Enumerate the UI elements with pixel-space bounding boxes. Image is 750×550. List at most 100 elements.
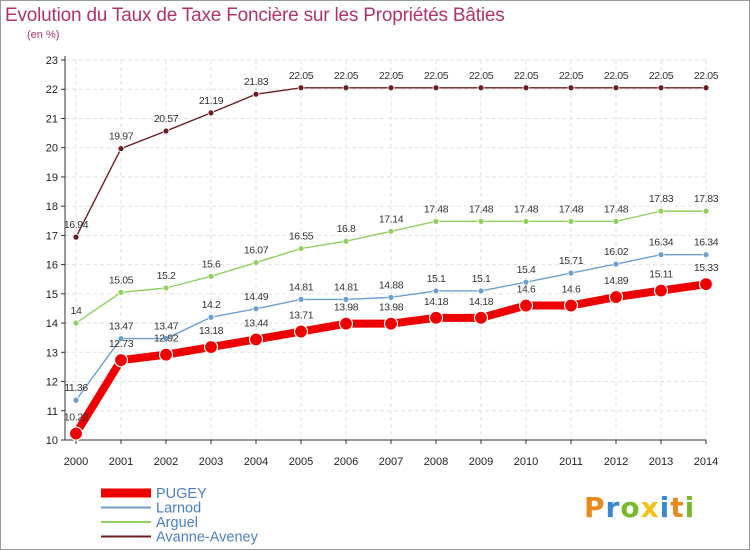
point-arguel	[702, 207, 710, 215]
point-arguel	[387, 227, 395, 235]
point-pugey	[563, 298, 579, 313]
point-arguel	[162, 284, 170, 292]
data-label-arguel: 17.48	[559, 203, 584, 215]
data-label-avanne-aveney: 22.05	[694, 70, 719, 82]
data-label-larnod: 14.81	[289, 281, 314, 293]
point-pugey	[113, 353, 129, 368]
x-tick-label: 2005	[289, 456, 313, 468]
data-label-larnod: 15.1	[427, 273, 446, 285]
x-tick-label: 2001	[109, 456, 133, 468]
data-label-pugey: 10.22	[64, 412, 89, 424]
x-tick-label: 2003	[199, 456, 223, 468]
point-pugey	[68, 426, 84, 441]
data-label-arguel: 15.2	[157, 270, 176, 282]
point-larnod	[657, 251, 665, 259]
data-label-pugey: 14.18	[469, 296, 494, 308]
data-label-pugey: 13.18	[199, 325, 224, 337]
y-tick-label: 15	[46, 289, 58, 301]
point-larnod	[342, 295, 350, 303]
data-label-arguel: 16.8	[337, 223, 356, 235]
logo-letter: o	[620, 491, 641, 524]
point-larnod	[387, 293, 395, 301]
point-pugey	[653, 283, 669, 298]
data-label-avanne-aveney: 19.97	[109, 131, 134, 143]
x-tick-label: 2014	[694, 456, 718, 468]
data-label-pugey: 15.33	[694, 262, 719, 274]
data-label-arguel: 15.6	[202, 258, 221, 270]
data-label-arguel: 17.14	[379, 213, 404, 225]
data-label-avanne-aveney: 20.57	[154, 113, 179, 125]
point-larnod	[612, 260, 620, 268]
data-label-pugey: 14.6	[562, 284, 581, 296]
point-larnod	[477, 287, 485, 295]
x-tick-label: 2004	[244, 456, 268, 468]
point-arguel	[72, 319, 80, 327]
point-larnod	[162, 335, 170, 342]
x-tick-label: 2013	[649, 456, 673, 468]
point-arguel	[252, 259, 260, 266]
data-label-pugey: 13.98	[379, 302, 404, 314]
point-pugey	[608, 289, 624, 305]
data-label-larnod: 13.47	[109, 321, 134, 333]
point-avanne-aveney	[702, 84, 710, 92]
point-larnod	[702, 251, 710, 259]
data-label-arguel: 17.48	[424, 203, 449, 215]
y-tick-label: 21	[46, 113, 58, 125]
data-label-larnod: 14.49	[244, 291, 269, 303]
data-label-pugey: 15.11	[649, 269, 673, 281]
y-tick-label: 23	[46, 55, 58, 67]
data-label-avanne-aveney: 22.05	[649, 70, 674, 82]
data-label-arguel: 15.05	[109, 274, 134, 286]
proxiti-logo: Proxiti	[584, 491, 695, 524]
data-label-arguel: 14	[71, 305, 82, 317]
legend-label-avanne-aveney: Avanne-Aveney	[156, 530, 259, 546]
point-avanne-aveney	[477, 84, 485, 92]
point-avanne-aveney	[117, 145, 125, 152]
point-avanne-aveney	[612, 84, 620, 92]
data-label-avanne-aveney: 22.05	[379, 70, 404, 82]
x-tick-label: 2012	[604, 456, 628, 468]
point-avanne-aveney	[162, 127, 170, 135]
data-label-avanne-aveney: 21.19	[199, 95, 224, 107]
point-avanne-aveney	[387, 84, 395, 92]
data-label-pugey: 12.73	[109, 338, 134, 350]
y-tick-label: 16	[46, 260, 58, 272]
point-larnod	[432, 287, 440, 295]
point-larnod	[567, 269, 575, 277]
logo-letter: t	[670, 491, 685, 524]
y-tick-label: 20	[46, 143, 58, 155]
point-pugey	[473, 310, 489, 325]
data-label-larnod: 14.2	[202, 299, 221, 311]
chart-subtitle: (en %)	[27, 29, 60, 41]
point-avanne-aveney	[207, 109, 215, 117]
x-tick-label: 2000	[64, 456, 88, 468]
point-avanne-aveney	[657, 84, 665, 92]
y-tick-label: 22	[46, 84, 58, 96]
data-label-pugey: 14.18	[424, 296, 449, 308]
point-pugey	[293, 324, 309, 339]
legend-label-larnod: Larnod	[156, 501, 201, 517]
point-arguel	[657, 207, 665, 215]
logo-letter: i	[659, 491, 671, 524]
point-avanne-aveney	[72, 233, 80, 241]
point-arguel	[342, 237, 350, 245]
point-pugey	[158, 347, 174, 362]
data-label-arguel: 16.07	[244, 245, 269, 257]
data-label-larnod: 11.36	[64, 382, 88, 394]
x-tick-label: 2007	[379, 456, 403, 468]
y-tick-label: 12	[46, 377, 58, 389]
y-tick-label: 17	[46, 230, 58, 242]
logo-letter: x	[640, 491, 660, 524]
x-tick-label: 2010	[514, 456, 538, 468]
point-pugey	[203, 339, 219, 355]
chart-title: Evolution du Taux de Taxe Foncière sur l…	[5, 5, 505, 26]
point-avanne-aveney	[522, 84, 530, 92]
data-label-arguel: 16.55	[289, 231, 314, 243]
y-tick-label: 19	[46, 172, 58, 184]
logo-letter: i	[684, 491, 696, 524]
x-tick-label: 2006	[334, 456, 358, 468]
point-pugey	[698, 277, 714, 292]
point-arguel	[117, 288, 125, 296]
data-label-larnod: 14.81	[334, 281, 359, 293]
